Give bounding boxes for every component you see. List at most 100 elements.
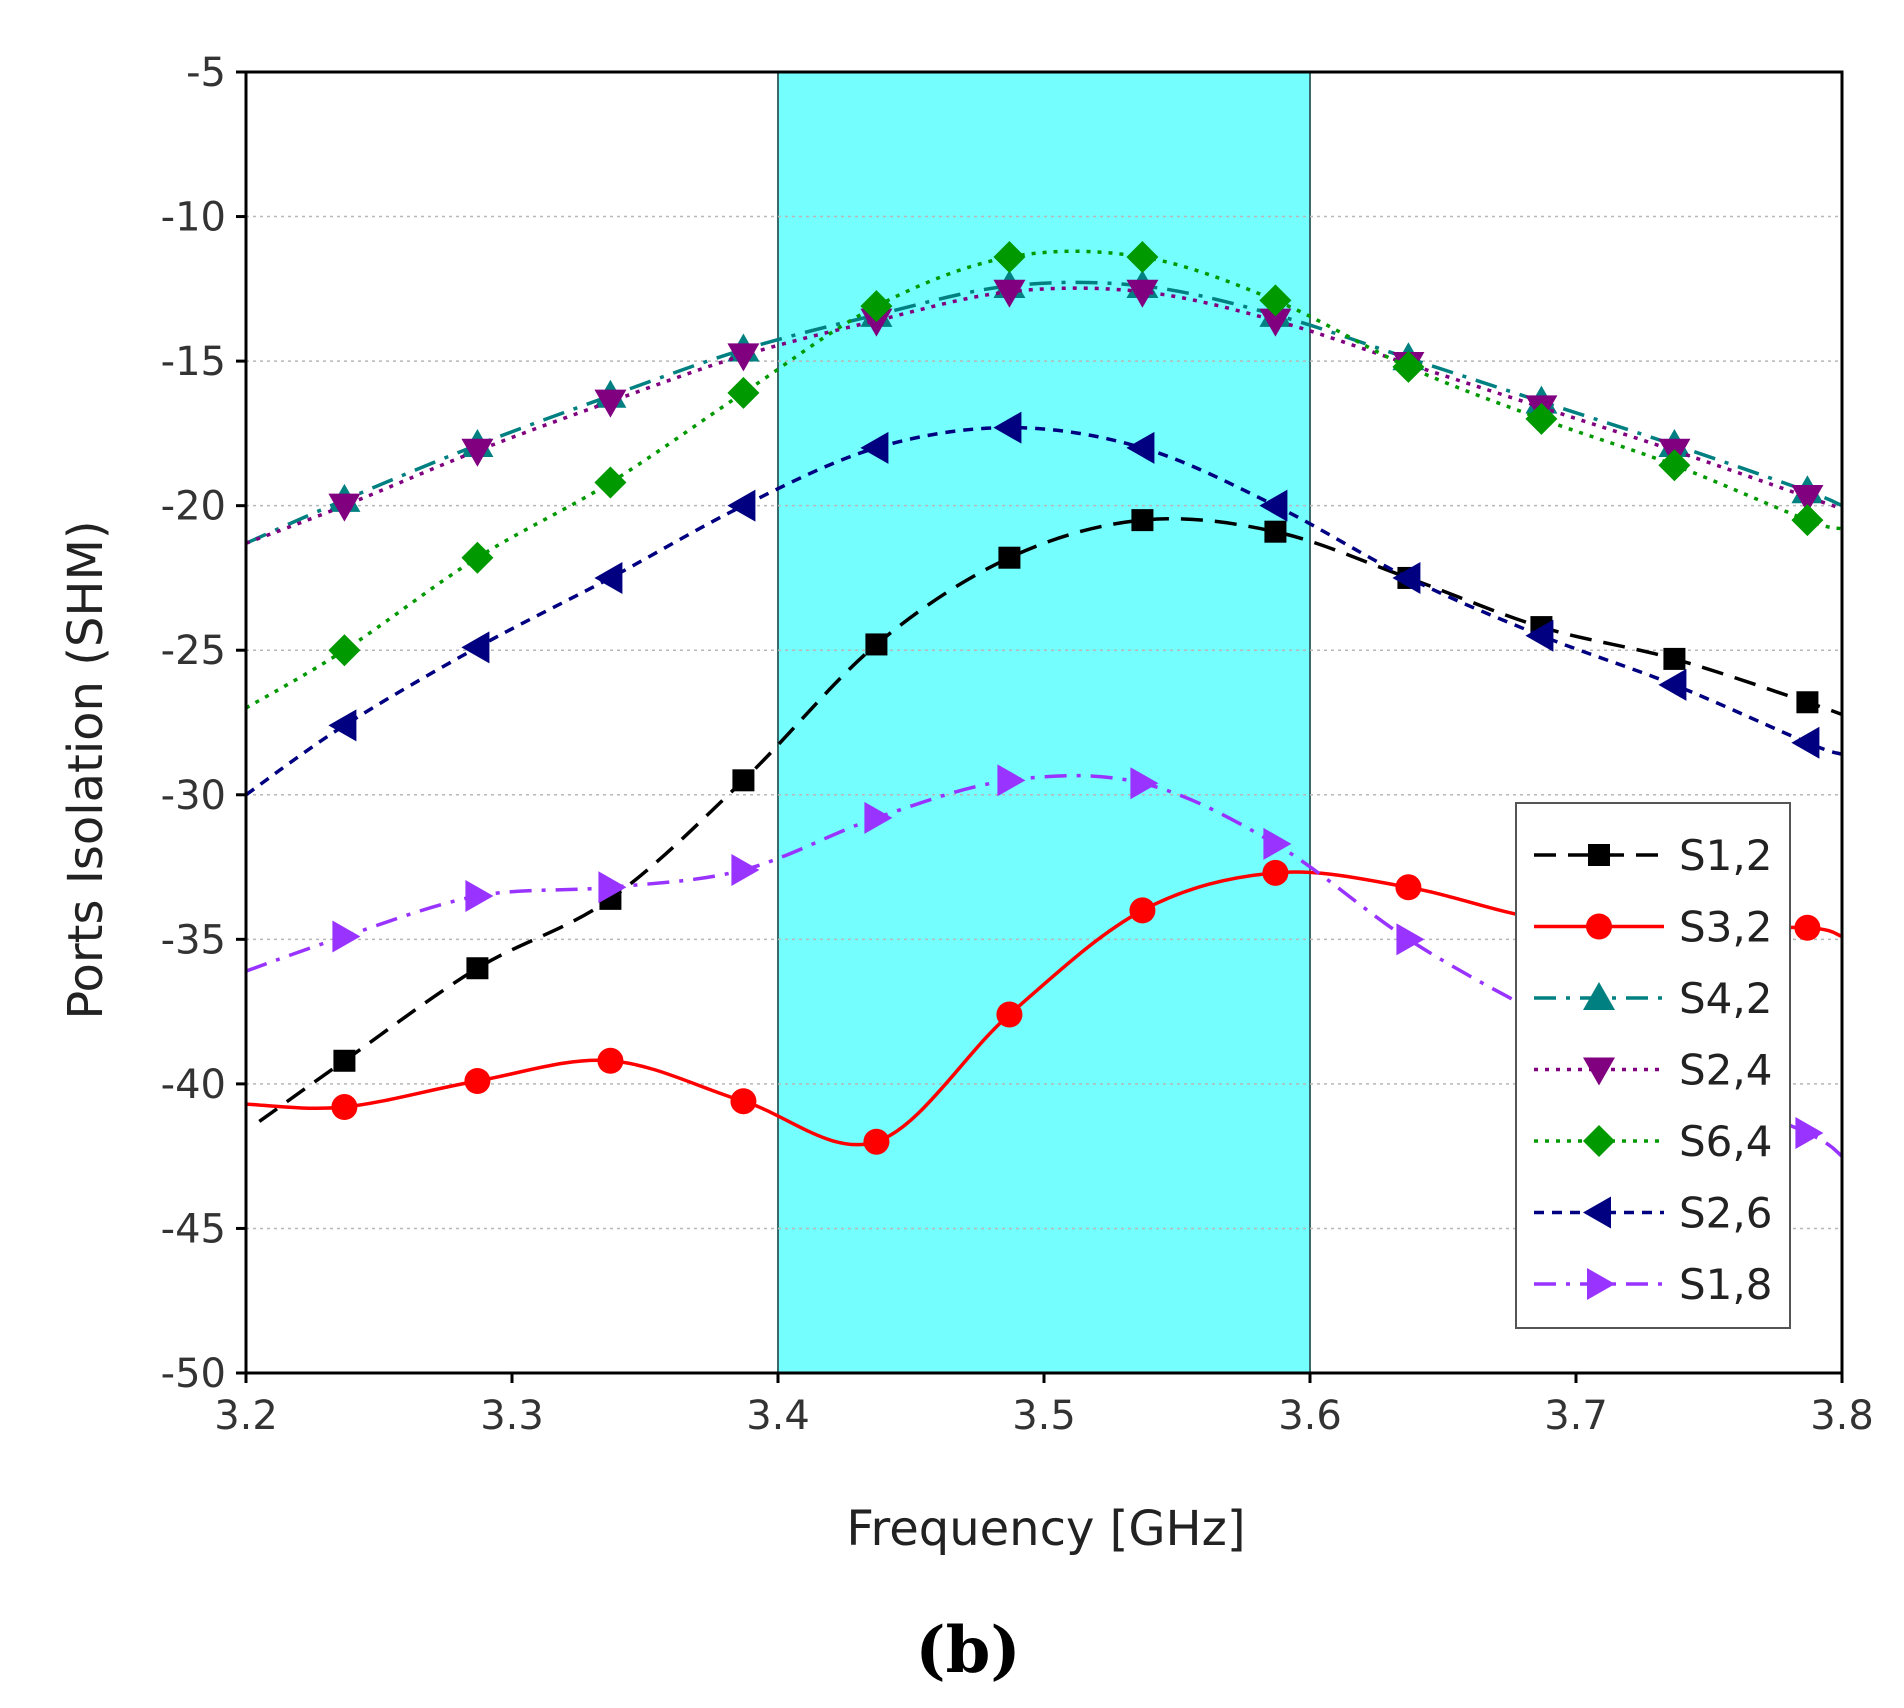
legend-label: S2,6	[1679, 1189, 1772, 1238]
legend-label: S2,4	[1679, 1046, 1772, 1095]
series-line	[246, 286, 1842, 545]
data-point	[727, 343, 760, 372]
y-tick-label: -25	[161, 628, 226, 674]
legend: S1,2 S3,2 S4,2 S2,4 S6,4 S2,6 S1,8	[1515, 802, 1791, 1329]
data-point	[1130, 767, 1159, 800]
grid-layer	[246, 215, 1842, 1230]
legend-label: S6,4	[1679, 1117, 1772, 1166]
data-point	[1129, 897, 1156, 924]
data-point	[865, 633, 888, 656]
data-point	[461, 541, 494, 574]
x-tick-label: 3.2	[214, 1393, 278, 1439]
data-point	[860, 431, 889, 464]
data-point	[993, 279, 1026, 308]
data-point	[1259, 489, 1288, 522]
data-point	[1131, 509, 1154, 532]
data-point	[1796, 691, 1819, 714]
data-point	[1126, 279, 1159, 308]
data-point	[328, 493, 361, 522]
highlight-band	[777, 71, 1311, 1374]
y-tick-label: -50	[161, 1351, 226, 1397]
data-point	[594, 466, 627, 499]
data-point	[461, 631, 490, 664]
data-point	[1126, 241, 1159, 274]
data-point	[331, 1094, 358, 1121]
legend-label: S3,2	[1679, 903, 1772, 952]
series-5	[246, 411, 1842, 797]
data-point	[731, 853, 760, 886]
x-tick-label: 3.3	[480, 1393, 544, 1439]
data-point	[1392, 561, 1421, 594]
panel-label: (b)	[915, 1613, 1020, 1688]
data-point	[466, 957, 489, 980]
legend-item: S2,6	[1534, 1189, 1772, 1238]
data-point	[1663, 647, 1686, 670]
legend-marker	[1583, 1196, 1611, 1229]
data-point	[1658, 668, 1687, 701]
data-point	[461, 438, 494, 467]
y-tick-label: -35	[161, 917, 226, 963]
data-point	[1791, 726, 1820, 759]
data-point	[465, 879, 494, 912]
y-tick-label: -45	[161, 1206, 226, 1252]
legend-marker	[1586, 913, 1612, 940]
data-point	[998, 546, 1021, 569]
data-point	[727, 489, 756, 522]
legend-item: S4,2	[1534, 974, 1772, 1023]
data-point	[1525, 619, 1554, 652]
data-point	[332, 920, 361, 953]
x-tick-label: 3.6	[1278, 1393, 1342, 1439]
data-point	[996, 1001, 1023, 1028]
series-line	[246, 425, 1842, 797]
legend-marker	[1583, 1125, 1615, 1157]
series-line	[246, 280, 1842, 545]
legend-item: S1,8	[1534, 1260, 1772, 1309]
data-point	[1263, 827, 1292, 860]
legend-marker	[1583, 1057, 1615, 1086]
series-4	[246, 241, 1842, 710]
legend-label: S4,2	[1679, 974, 1772, 1023]
data-point	[597, 1047, 624, 1074]
data-point	[1262, 859, 1289, 886]
data-point	[1658, 449, 1691, 482]
legend-box	[1515, 802, 1791, 1329]
data-point	[328, 634, 361, 667]
x-axis-title: Frequency [GHz]	[846, 1501, 1245, 1557]
data-point	[732, 769, 755, 792]
data-point	[1795, 1117, 1824, 1150]
data-point	[727, 376, 760, 409]
x-tick-label: 3.4	[746, 1393, 810, 1439]
axes-layer: 3.2 3.3 3.4 3.5 3.6 3.7 3.8 -5 -10 -15 -20 -25 -30 -3…	[161, 50, 1874, 1439]
data-point	[333, 1049, 356, 1072]
y-tick-label: -30	[161, 773, 226, 819]
legend-item: S2,4	[1534, 1046, 1772, 1095]
legend-marker	[1588, 844, 1610, 866]
legend-item: S1,2	[1534, 831, 1772, 880]
data-point	[1259, 284, 1292, 317]
y-tick-label: -5	[186, 50, 226, 96]
legend-item: S3,2	[1534, 903, 1772, 952]
legend-label: S1,8	[1679, 1260, 1772, 1309]
data-point	[1259, 308, 1292, 337]
data-point	[993, 241, 1026, 274]
data-point	[1396, 923, 1425, 956]
data-point	[594, 561, 623, 594]
data-point	[993, 411, 1022, 444]
data-point	[598, 871, 627, 904]
data-point	[1525, 402, 1558, 435]
data-point	[1392, 350, 1425, 383]
series-line	[258, 516, 1842, 1123]
data-point	[1791, 504, 1824, 537]
data-point	[328, 709, 357, 742]
legend-marker	[1587, 1268, 1615, 1300]
data-point	[1264, 520, 1287, 543]
y-tick-label: -10	[161, 195, 226, 241]
x-tick-label: 3.8	[1810, 1393, 1874, 1439]
data-point	[1794, 914, 1821, 941]
data-point	[864, 801, 893, 834]
y-tick-label: -40	[161, 1062, 226, 1108]
y-tick-label: -20	[161, 484, 226, 530]
series-layer	[246, 241, 1842, 1158]
data-point	[1126, 431, 1155, 464]
